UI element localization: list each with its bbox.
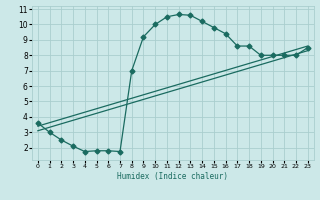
X-axis label: Humidex (Indice chaleur): Humidex (Indice chaleur) — [117, 172, 228, 181]
